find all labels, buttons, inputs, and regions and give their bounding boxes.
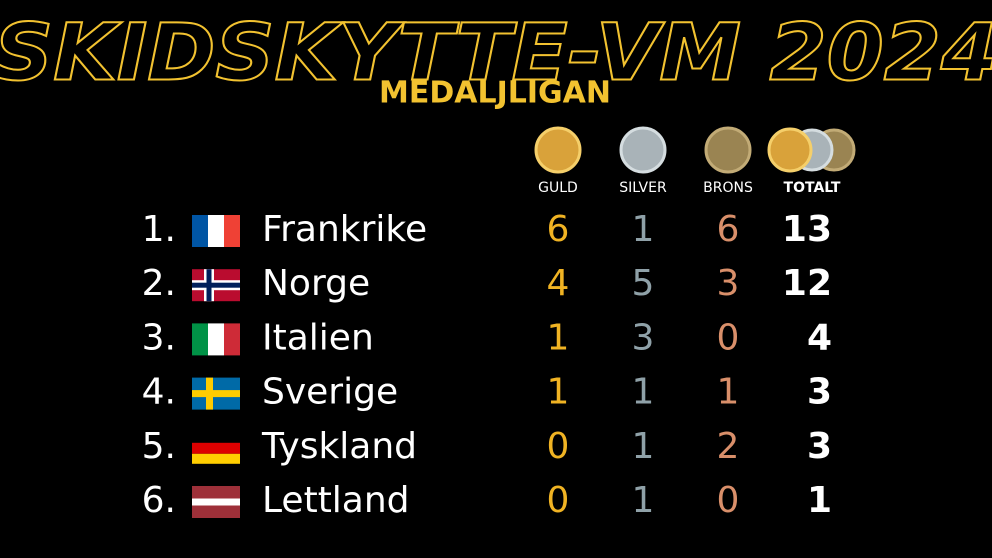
flag-part bbox=[192, 390, 240, 398]
country: Lettland bbox=[262, 480, 410, 521]
gold-count: 6 bbox=[547, 209, 570, 250]
gold-count: 0 bbox=[547, 480, 570, 521]
total-count: 13 bbox=[782, 209, 832, 250]
total-count: 3 bbox=[807, 372, 832, 413]
subtitle: MEDALJLIGAN bbox=[379, 76, 611, 111]
bronze-count: 6 bbox=[717, 209, 740, 250]
flag-part bbox=[192, 282, 240, 288]
bronze-count: 0 bbox=[717, 317, 740, 358]
gold-count: 1 bbox=[547, 317, 570, 358]
bronze-count: 0 bbox=[717, 480, 740, 521]
bronze-count: 1 bbox=[717, 372, 740, 413]
flag-part bbox=[208, 323, 224, 356]
total-count: 12 bbox=[782, 263, 832, 304]
column-header: BRONS bbox=[703, 180, 753, 196]
flag-part bbox=[192, 498, 240, 506]
flag-part bbox=[224, 323, 240, 356]
bronze-count: 2 bbox=[717, 426, 740, 467]
flag bbox=[192, 431, 240, 464]
country: Sverige bbox=[262, 372, 398, 413]
silver-count: 1 bbox=[632, 372, 655, 413]
flag-part bbox=[208, 215, 224, 247]
rank: 3. bbox=[142, 317, 176, 358]
silver-count: 5 bbox=[632, 263, 655, 304]
flag-part bbox=[192, 215, 208, 247]
gold-count: 4 bbox=[547, 263, 570, 304]
flag bbox=[192, 269, 240, 302]
country: Italien bbox=[262, 317, 374, 358]
silver-count: 1 bbox=[632, 209, 655, 250]
column-header: GULD bbox=[538, 180, 578, 196]
country: Frankrike bbox=[262, 209, 427, 250]
rank: 5. bbox=[142, 426, 176, 467]
flag bbox=[192, 215, 240, 247]
flag-part bbox=[224, 215, 240, 247]
country: Tyskland bbox=[261, 426, 417, 467]
silver-count: 1 bbox=[632, 426, 655, 467]
column-header: SILVER bbox=[619, 180, 667, 196]
country: Norge bbox=[262, 263, 370, 304]
gold-count: 0 bbox=[547, 426, 570, 467]
bronze-count: 3 bbox=[717, 263, 740, 304]
title: SKIDSKYTTE-VM 2024 bbox=[0, 8, 992, 98]
flag bbox=[192, 486, 240, 518]
flag-part bbox=[192, 323, 208, 356]
medal-icons bbox=[534, 126, 856, 174]
flag-part bbox=[192, 453, 240, 464]
gold-count: 1 bbox=[547, 372, 570, 413]
silver-count: 1 bbox=[632, 480, 655, 521]
flag bbox=[192, 323, 240, 356]
silver-count: 3 bbox=[632, 317, 655, 358]
column-header: TOTALT bbox=[784, 180, 841, 196]
rank: 2. bbox=[142, 263, 176, 304]
flag-part bbox=[192, 442, 240, 454]
total-count: 1 bbox=[807, 480, 832, 521]
flag bbox=[192, 377, 240, 410]
total-count: 4 bbox=[807, 317, 832, 358]
rank: 1. bbox=[142, 209, 176, 250]
rank: 6. bbox=[142, 480, 176, 521]
rank: 4. bbox=[142, 372, 176, 413]
flag-part bbox=[192, 431, 240, 443]
total-count: 3 bbox=[807, 426, 832, 467]
